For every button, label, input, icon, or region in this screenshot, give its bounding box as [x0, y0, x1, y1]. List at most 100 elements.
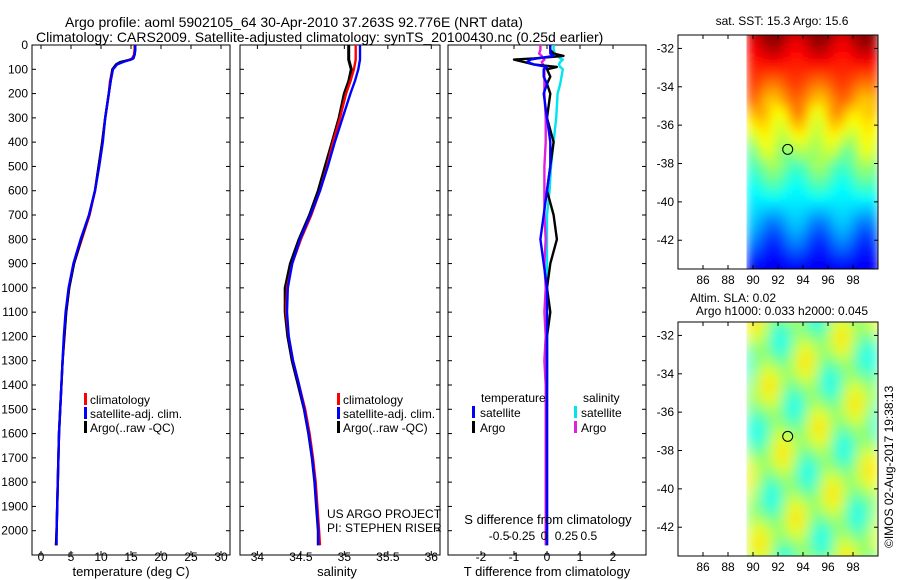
heatmap-cell	[753, 67, 757, 73]
heatmap-cell	[796, 407, 801, 413]
heatmap-cell	[821, 254, 826, 260]
heatmap-cell	[765, 464, 770, 471]
heatmap-cell	[778, 106, 782, 112]
heatmap-cell	[793, 216, 798, 222]
heatmap-cell	[853, 364, 857, 370]
heatmap-cell	[803, 354, 807, 360]
heatmap-cell	[874, 517, 878, 523]
heatmap-cell	[781, 153, 785, 160]
heatmap-cell	[796, 369, 801, 375]
heatmap-cell	[812, 445, 817, 452]
heatmap-cell	[793, 551, 798, 556]
heatmap-cell	[787, 325, 792, 332]
heatmap-cell	[815, 354, 820, 360]
heatmap-cell	[774, 551, 779, 556]
heatmap-cell	[840, 221, 845, 227]
heatmap-cell	[812, 536, 817, 543]
heatmap-cell	[772, 29, 776, 34]
heatmap-cell	[787, 469, 792, 476]
heatmap-cell	[771, 440, 776, 447]
heatmap-cell	[778, 416, 782, 423]
heatmap-cell	[859, 388, 863, 394]
heatmap-cell	[749, 144, 754, 150]
figure-title-line1: Argo profile: aoml 5902105_64 30-Apr-201…	[65, 14, 523, 30]
heatmap-cell	[771, 173, 776, 179]
heatmap-cell	[778, 354, 782, 360]
heatmap-cell	[790, 402, 795, 408]
heatmap-cell	[812, 245, 817, 251]
heatmap-cell	[849, 536, 854, 543]
heatmap-cell	[762, 197, 767, 203]
heatmap-cell	[831, 115, 835, 121]
map-x-tick-label: 86	[696, 273, 710, 287]
heatmap-cell	[796, 421, 801, 428]
heatmap-cell	[799, 211, 804, 217]
heatmap-cell	[837, 416, 842, 423]
heatmap-cell	[787, 201, 792, 208]
heatmap-cell	[799, 264, 804, 269]
heatmap-cell	[778, 551, 782, 556]
heatmap-cell	[831, 163, 835, 169]
heatmap-cell	[875, 312, 879, 317]
heatmap-cell	[818, 340, 823, 346]
heatmap-cell	[796, 177, 801, 184]
heatmap-cell	[837, 149, 842, 155]
heatmap-cell	[843, 469, 848, 476]
depth-tick-label: 300	[8, 111, 28, 125]
heatmap-cell	[812, 168, 817, 174]
heatmap-cell	[784, 359, 788, 365]
heatmap-cell	[781, 235, 785, 241]
heatmap-cell	[793, 397, 798, 404]
heatmap-cell	[768, 325, 773, 332]
heatmap-cell	[859, 158, 863, 165]
heatmap-cell	[828, 359, 832, 365]
heatmap-cell	[781, 421, 785, 428]
heatmap-cell	[849, 197, 854, 203]
heatmap-cell	[834, 29, 838, 34]
heatmap-cell	[753, 221, 757, 227]
heatmap-cell	[856, 488, 860, 495]
heatmap-cell	[815, 216, 820, 222]
heatmap-cell	[824, 206, 829, 213]
heatmap-cell	[843, 488, 848, 495]
heatmap-cell	[781, 445, 785, 452]
heatmap-cell	[821, 512, 826, 519]
heatmap-cell	[824, 153, 829, 160]
heatmap-cell	[753, 484, 757, 490]
heatmap-cell	[846, 354, 851, 360]
heatmap-cell	[828, 134, 832, 141]
heatmap-cell	[831, 149, 835, 155]
legend-swatch-argo	[84, 421, 87, 433]
heatmap-cell	[809, 249, 813, 256]
heatmap-cell	[771, 254, 776, 260]
heatmap-cell	[846, 197, 851, 203]
heatmap-cell	[856, 322, 860, 327]
heatmap-cell	[746, 197, 751, 203]
heatmap-cell	[812, 153, 817, 160]
heatmap-cell	[746, 402, 751, 408]
heatmap-cell	[781, 173, 785, 179]
heatmap-cell	[809, 158, 813, 165]
heatmap-cell	[871, 192, 876, 198]
heatmap-cell	[831, 546, 835, 552]
heatmap-cell	[862, 551, 867, 556]
heatmap-cell	[768, 340, 773, 346]
heatmap-cell	[781, 245, 785, 251]
heatmap-cell	[846, 373, 851, 380]
heatmap-cell	[871, 225, 876, 232]
heatmap-cell	[853, 158, 857, 165]
heatmap-cell	[818, 426, 823, 432]
heatmap-cell	[781, 201, 785, 208]
heatmap-cell	[793, 254, 798, 260]
heatmap-cell	[746, 53, 751, 59]
heatmap-cell	[856, 464, 860, 471]
heatmap-cell	[843, 397, 848, 404]
heatmap-cell	[787, 383, 792, 389]
heatmap-cell	[828, 431, 832, 437]
heatmap-cell	[812, 561, 816, 566]
heatmap-cell	[771, 35, 776, 40]
heatmap-cell	[784, 503, 788, 509]
heatmap-cell	[778, 259, 782, 265]
heatmap-cell	[765, 517, 770, 523]
heatmap-cell	[834, 249, 838, 256]
